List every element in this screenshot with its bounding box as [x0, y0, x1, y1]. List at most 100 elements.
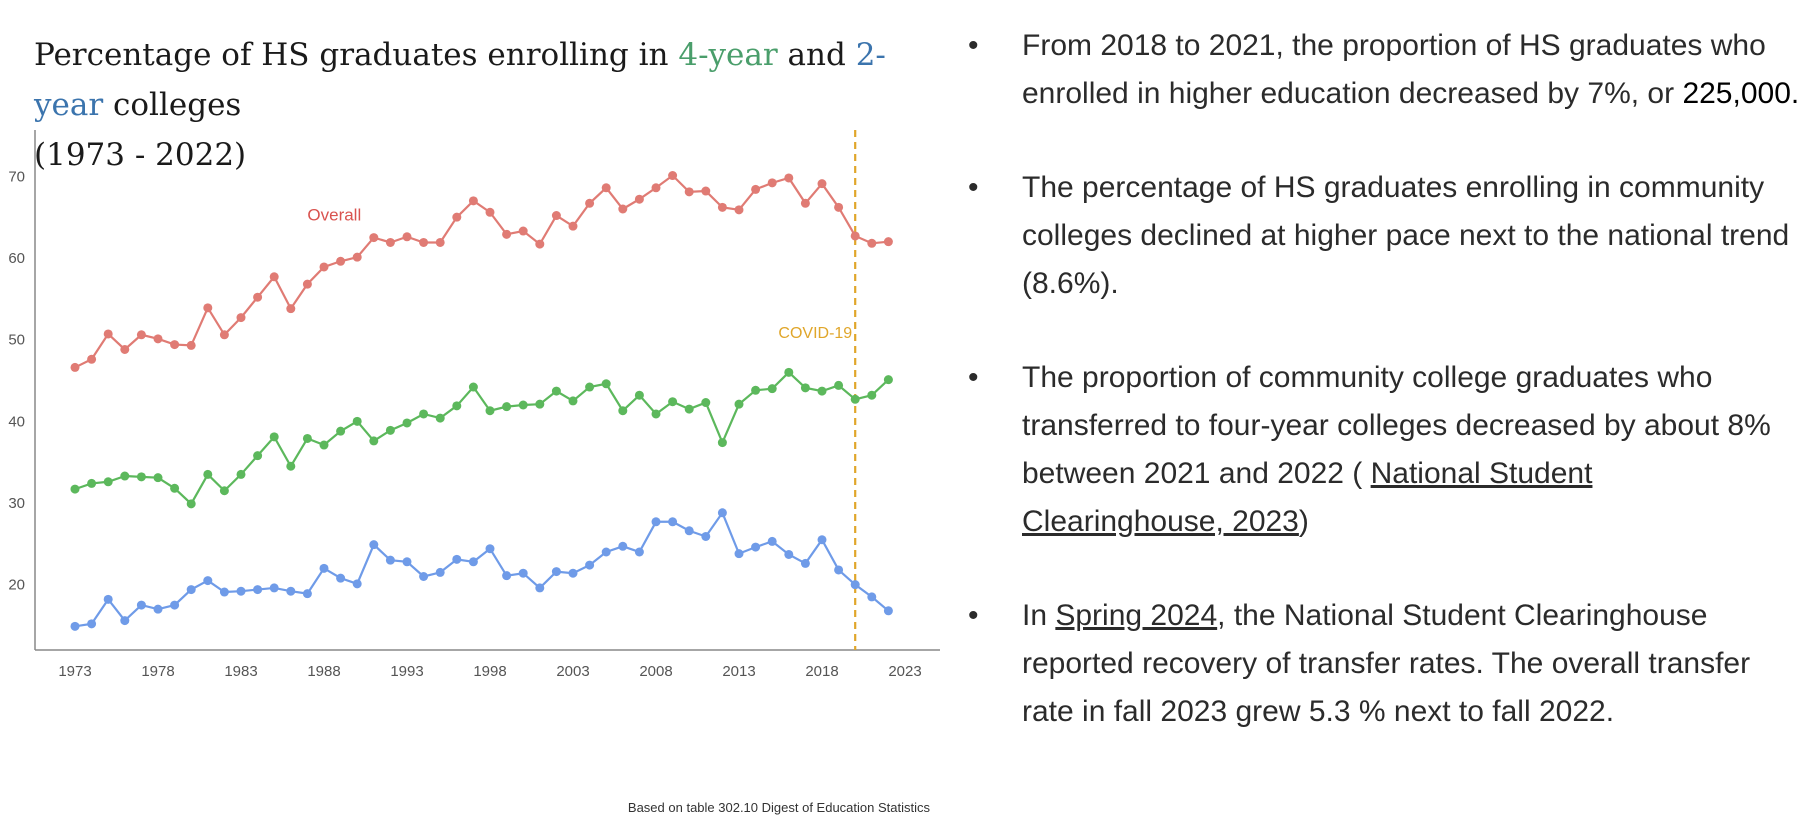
point-overall-1976: [120, 344, 130, 354]
x-tick-label-1978: 1978: [141, 663, 174, 680]
point-four-year-1999: [502, 402, 512, 412]
point-overall-2003: [568, 221, 578, 231]
point-two-year-2010: [684, 526, 694, 536]
point-four-year-1979: [170, 483, 180, 493]
point-four-year-2017: [800, 383, 810, 393]
bullet-item-1: From 2018 to 2021, the proportion of HS …: [960, 22, 1800, 118]
point-four-year-2019: [834, 380, 844, 390]
bullet-3-text: The proportion of community college grad…: [1022, 361, 1771, 490]
point-overall-2020: [850, 231, 860, 241]
point-overall-1985: [269, 272, 279, 282]
point-two-year-2019: [834, 565, 844, 575]
point-two-year-1983: [236, 586, 246, 596]
point-overall-2022: [883, 237, 893, 247]
point-two-year-2018: [817, 535, 827, 545]
bullet-1-text: From 2018 to 2021, the proportion of HS …: [1022, 29, 1766, 110]
point-overall-2011: [701, 186, 711, 196]
point-two-year-1978: [153, 604, 163, 614]
point-overall-1996: [452, 212, 462, 222]
bullet-3-close: ): [1298, 505, 1309, 538]
point-overall-2014: [751, 184, 761, 194]
point-four-year-1992: [385, 425, 395, 435]
point-four-year-2012: [717, 438, 727, 448]
point-four-year-2008: [651, 409, 661, 419]
point-two-year-1975: [103, 594, 113, 604]
point-two-year-2011: [701, 531, 711, 541]
point-four-year-1989: [336, 426, 346, 436]
bullet-list: From 2018 to 2021, the proportion of HS …: [960, 22, 1800, 782]
point-four-year-1994: [419, 409, 429, 419]
point-four-year-1978: [153, 473, 163, 483]
point-four-year-1998: [485, 406, 495, 416]
point-overall-1988: [319, 262, 329, 272]
point-four-year-1974: [87, 478, 97, 488]
title-part2: colleges: [103, 87, 242, 123]
spring-2024-link[interactable]: Spring 2024: [1055, 599, 1218, 632]
point-four-year-1982: [219, 486, 229, 496]
y-tick-label-60: 60: [8, 250, 25, 267]
point-overall-1981: [203, 303, 213, 313]
point-two-year-2020: [850, 580, 860, 590]
point-two-year-1993: [402, 557, 412, 567]
point-overall-1979: [170, 340, 180, 350]
point-two-year-1999: [502, 571, 512, 581]
overall-series-label: Overall: [307, 205, 361, 224]
point-four-year-2003: [568, 396, 578, 406]
point-two-year-1994: [419, 572, 429, 581]
x-tick-label-2003: 2003: [556, 663, 589, 680]
point-four-year-2001: [535, 399, 545, 409]
point-overall-1991: [369, 233, 379, 243]
x-tick-label-2013: 2013: [722, 663, 755, 680]
point-two-year-1980: [186, 585, 196, 595]
point-two-year-1982: [219, 587, 229, 597]
point-four-year-1995: [435, 413, 445, 423]
point-overall-2001: [535, 239, 545, 249]
point-two-year-2017: [800, 558, 810, 568]
point-two-year-1985: [269, 583, 279, 593]
point-two-year-1987: [302, 589, 312, 599]
point-two-year-2013: [734, 549, 744, 559]
point-two-year-1977: [136, 600, 146, 610]
point-two-year-2016: [784, 549, 794, 559]
bullet-4-text: , the National Student Clearinghouse rep…: [1022, 599, 1751, 728]
point-overall-2009: [668, 171, 678, 181]
point-two-year-1998: [485, 544, 495, 554]
point-four-year-1987: [302, 433, 312, 443]
point-two-year-2009: [668, 517, 678, 527]
point-overall-1984: [253, 292, 263, 302]
point-four-year-2007: [634, 390, 644, 400]
y-tick-label-30: 30: [8, 495, 25, 512]
point-four-year-2004: [585, 382, 595, 392]
point-overall-1994: [419, 237, 429, 247]
clearinghouse-2023-link[interactable]: National Student Clearinghouse, 2023: [1022, 457, 1593, 538]
point-two-year-1988: [319, 563, 329, 573]
y-tick-label-40: 40: [8, 413, 25, 430]
x-tick-label-1973: 1973: [58, 663, 91, 680]
title-4-year: 4-year: [678, 37, 778, 73]
point-overall-1974: [87, 354, 97, 364]
point-overall-1997: [468, 196, 478, 206]
point-four-year-1973: [70, 484, 80, 494]
y-tick-label-70: 70: [8, 168, 25, 185]
point-two-year-2022: [883, 606, 893, 616]
point-four-year-1991: [369, 436, 379, 446]
title-part1: Percentage of HS graduates enrolling in: [34, 37, 679, 73]
point-overall-1973: [70, 362, 80, 372]
point-four-year-2015: [767, 384, 777, 394]
x-tick-label-2018: 2018: [805, 663, 838, 680]
point-four-year-2020: [850, 394, 860, 404]
point-four-year-1997: [468, 382, 478, 392]
chart-title: Percentage of HS graduates enrolling in …: [34, 30, 954, 180]
point-four-year-1976: [120, 471, 130, 481]
point-overall-1995: [435, 237, 445, 247]
point-overall-2007: [634, 194, 644, 204]
x-tick-label-1998: 1998: [473, 663, 506, 680]
point-four-year-2016: [784, 367, 794, 377]
x-tick-label-2023: 2023: [888, 663, 921, 680]
point-two-year-1986: [286, 586, 296, 596]
point-two-year-2003: [568, 568, 578, 578]
point-two-year-2000: [518, 568, 528, 578]
point-four-year-2011: [701, 398, 711, 408]
point-overall-2006: [618, 204, 628, 214]
point-overall-2016: [784, 173, 794, 183]
